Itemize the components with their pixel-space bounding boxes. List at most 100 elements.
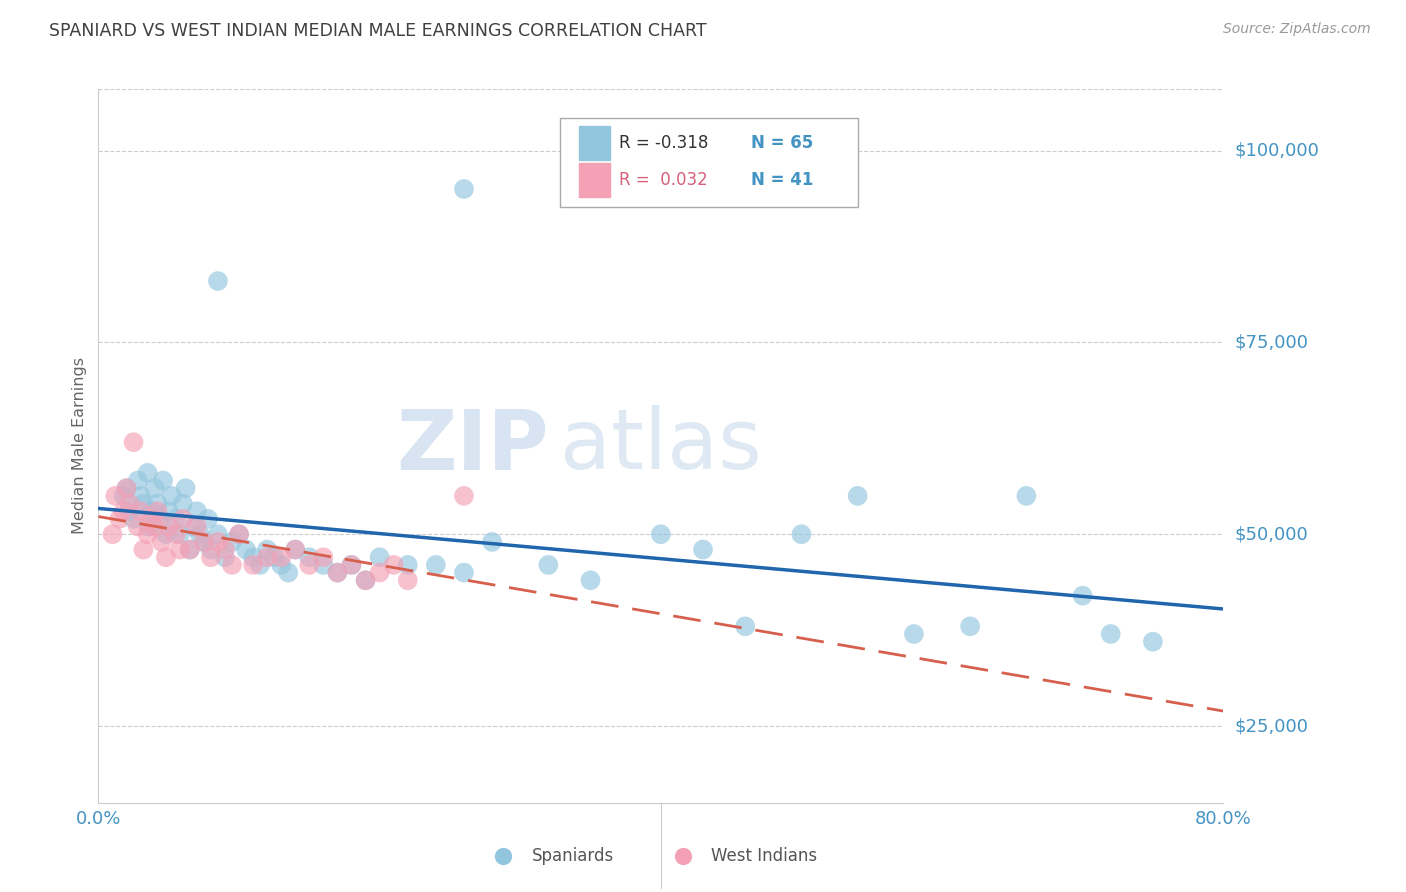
Point (143, 481, 166, 495)
Text: atlas: atlas (560, 406, 761, 486)
Point (143, 519, 166, 533)
Point (186, 519, 208, 533)
Text: Spaniards: Spaniards (531, 847, 613, 865)
Point (284, 542, 307, 557)
Point (132, 542, 155, 557)
Point (132, 497, 155, 511)
Point (1015, 489, 1038, 503)
Text: $25,000: $25,000 (1234, 717, 1309, 735)
Point (112, 489, 135, 503)
Point (284, 542, 307, 557)
Point (734, 619, 756, 633)
Point (396, 558, 419, 572)
Point (242, 550, 264, 565)
Point (453, 489, 475, 503)
Point (298, 558, 321, 572)
Point (118, 497, 141, 511)
Point (354, 574, 377, 588)
Point (453, 566, 475, 580)
Point (312, 558, 335, 572)
Text: West Indians: West Indians (711, 847, 817, 865)
Point (228, 527, 250, 541)
Point (112, 504, 135, 518)
Point (228, 527, 250, 541)
Point (256, 542, 278, 557)
Point (453, 182, 475, 196)
Point (146, 497, 169, 511)
Point (221, 558, 243, 572)
Point (179, 542, 201, 557)
Point (169, 527, 191, 541)
Point (1142, 634, 1164, 648)
Point (354, 574, 377, 588)
Point (129, 489, 152, 503)
Y-axis label: Median Male Earnings: Median Male Earnings (72, 358, 87, 534)
Point (186, 504, 208, 518)
Point (425, 558, 447, 572)
Point (221, 535, 243, 549)
Text: $75,000: $75,000 (1234, 334, 1309, 351)
Point (165, 527, 187, 541)
Point (277, 566, 299, 580)
Point (172, 497, 194, 511)
Point (537, 558, 560, 572)
Point (165, 512, 187, 526)
Point (115, 481, 138, 495)
Point (298, 550, 321, 565)
Text: N = 65: N = 65 (751, 134, 813, 152)
Point (396, 574, 419, 588)
Point (122, 435, 145, 450)
Point (959, 619, 981, 633)
Point (340, 558, 363, 572)
Point (136, 527, 159, 541)
Point (368, 550, 391, 565)
Point (263, 550, 285, 565)
Point (104, 489, 127, 503)
Point (157, 504, 180, 518)
Point (129, 504, 152, 518)
Point (149, 512, 172, 526)
Text: Source: ZipAtlas.com: Source: ZipAtlas.com (1223, 22, 1371, 37)
Text: N = 41: N = 41 (751, 171, 813, 189)
Point (101, 527, 124, 541)
Point (207, 274, 229, 288)
Text: R = -0.318: R = -0.318 (619, 134, 709, 152)
Point (256, 550, 278, 565)
Point (235, 542, 257, 557)
FancyBboxPatch shape (560, 118, 858, 207)
Point (155, 550, 177, 565)
Point (157, 519, 180, 533)
Point (846, 489, 869, 503)
Point (207, 527, 229, 541)
Point (127, 519, 149, 533)
Point (382, 558, 405, 572)
Point (169, 542, 191, 557)
Point (903, 627, 925, 641)
Point (200, 542, 222, 557)
Point (214, 550, 236, 565)
Point (146, 504, 169, 518)
Text: R =  0.032: R = 0.032 (619, 171, 709, 189)
Point (179, 542, 201, 557)
Point (242, 558, 264, 572)
Bar (579, 126, 610, 160)
Point (1071, 589, 1094, 603)
Point (692, 542, 714, 557)
Point (481, 535, 503, 549)
Text: SPANIARD VS WEST INDIAN MEDIAN MALE EARNINGS CORRELATION CHART: SPANIARD VS WEST INDIAN MEDIAN MALE EARN… (49, 22, 707, 40)
Point (326, 566, 349, 580)
Point (340, 558, 363, 572)
Point (115, 481, 138, 495)
Point (270, 550, 292, 565)
Point (183, 519, 205, 533)
Bar (579, 162, 610, 197)
Point (152, 474, 174, 488)
Point (174, 481, 197, 495)
Text: ZIP: ZIP (396, 406, 548, 486)
Point (141, 504, 163, 518)
Point (270, 558, 292, 572)
Point (193, 535, 215, 549)
Point (172, 512, 194, 526)
Point (141, 512, 163, 526)
Point (193, 535, 215, 549)
